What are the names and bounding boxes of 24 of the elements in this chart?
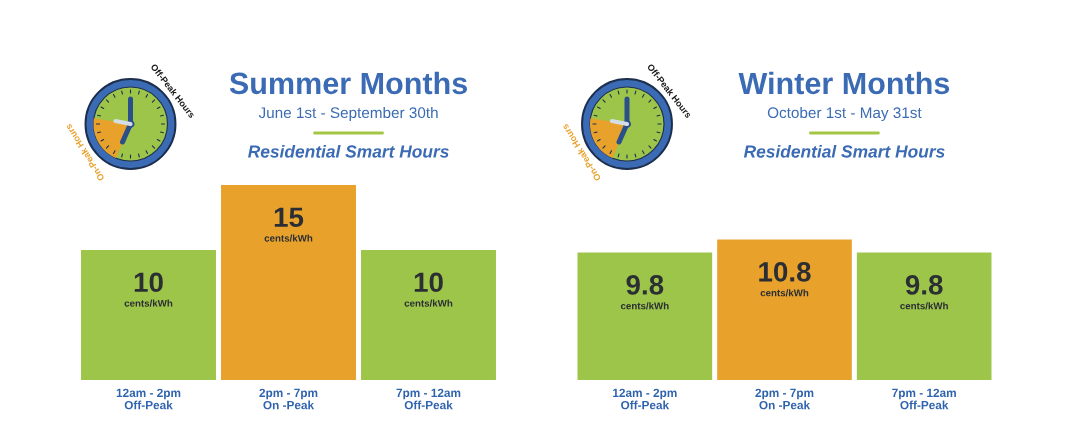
annotation: cents/kWh [404,299,453,307]
x-tick-label: 7pm - 12am Off-Peak [396,388,461,410]
x-tick-label: 12am - 2pm Off-Peak [116,388,181,410]
data-label: 9.8 [626,275,664,295]
x-tick-label: 2pm - 7pm On -Peak [755,388,814,410]
annotation: cents/kWh [760,289,809,297]
text: Residential Smart Hours [743,144,945,158]
data-label: 10 [414,272,443,293]
chart-subtitle: October 1st - May 31st [767,106,922,122]
chart-title: Summer Months [229,71,467,95]
chart-subtitle: June 1st - September 30th [258,106,438,122]
annotation: cents/kWh [264,234,313,242]
annotation: cents/kWh [620,302,669,310]
x-tick-label: 12am - 2pm Off-Peak [613,388,677,410]
text: Residential Smart Hours [248,144,449,158]
data-label: 10.8 [759,262,811,282]
data-label: 9.8 [905,275,943,295]
data-label: 10 [134,272,163,293]
data-label: 15 [274,207,304,228]
x-tick-label: 7pm - 12am Off-Peak [892,388,956,410]
annotation: cents/kWh [900,302,948,310]
x-tick-label: 2pm - 7pm On -Peak [259,388,318,410]
annotation: cents/kWh [124,299,173,307]
chart-title: Winter Months [738,71,950,95]
